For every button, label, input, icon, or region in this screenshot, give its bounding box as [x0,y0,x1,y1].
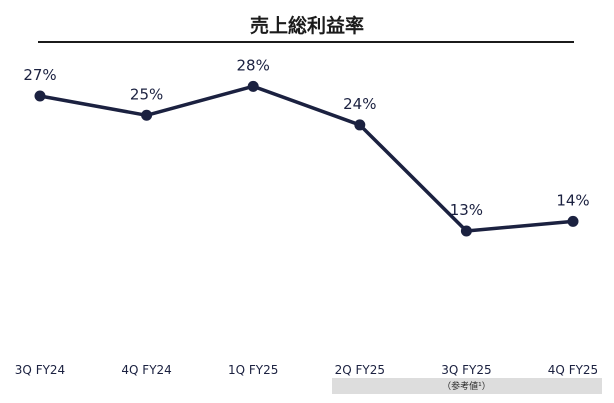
data-points-group [34,80,579,237]
data-labels-group: 27% 25% 28% 24% 13% 14% [23,56,589,219]
series-line-group [39,84,574,233]
data-point [354,119,366,131]
x-tick-label: 4Q FY24 [121,363,171,377]
x-axis-ticks-group: 3Q FY24 4Q FY24 1Q FY25 2Q FY25 3Q FY25 4Q FY… [15,363,598,392]
data-point [247,80,259,92]
data-label: 24% [343,95,376,113]
chart-title: 売上総利益率 [250,14,364,37]
x-tick-label: 1Q FY25 [228,363,278,377]
data-label: 28% [237,56,270,74]
x-tick-label: 4Q FY25 [548,363,598,377]
reference-value-band [332,378,602,394]
data-point [460,225,472,237]
reference-note-label: （参考値¹） [442,380,491,392]
x-tick-label: 3Q FY24 [15,363,65,377]
data-point [34,90,46,102]
data-point [567,215,579,227]
data-label: 13% [450,201,483,219]
series-line [39,84,574,233]
data-point [141,109,153,121]
data-label: 27% [23,66,56,84]
x-tick-label: 2Q FY25 [335,363,385,377]
data-label: 25% [130,85,163,103]
x-tick-label: 3Q FY25 [441,363,491,377]
data-label: 14% [556,191,589,209]
